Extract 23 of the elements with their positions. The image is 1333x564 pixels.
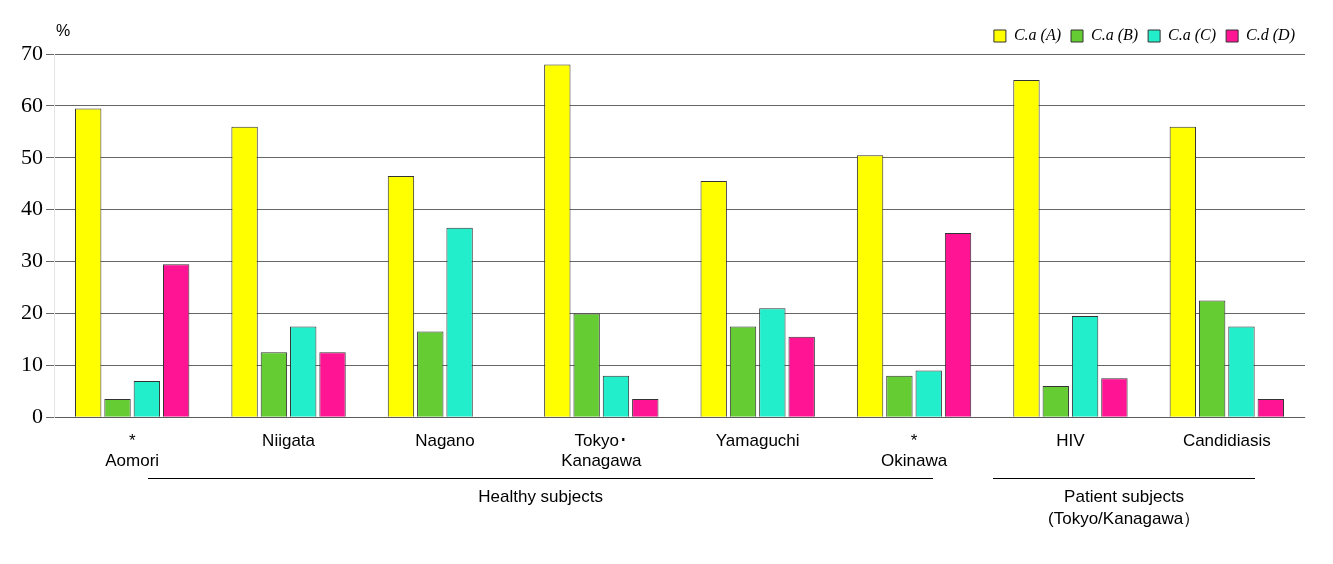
x-tick-label: * Okinawa xyxy=(880,431,948,471)
text: Patient subjects (Tokyo/Kanagawa） xyxy=(993,478,1255,530)
y-tick-label: 50 xyxy=(21,143,43,169)
x-tick-label: Nagano xyxy=(415,431,475,451)
text: Healthy subjects xyxy=(148,478,934,507)
x-tick-label: Niigata xyxy=(262,431,316,451)
legend-label: C.d (D) xyxy=(1246,26,1296,45)
y-tick-label: 60 xyxy=(21,91,43,117)
x-tick-label: Candidiasis xyxy=(1182,431,1271,451)
x-tick-label: Tokyo･ Kanagawa xyxy=(561,431,643,471)
y-tick-label: 0 xyxy=(32,402,43,428)
x-tick-label: * Aomori xyxy=(105,431,160,471)
legend-label: C.a (A) xyxy=(1013,26,1062,45)
y-axis-title: % xyxy=(56,22,71,40)
y-tick-label: 30 xyxy=(21,247,43,273)
y-tick-label: 20 xyxy=(21,299,43,325)
legend-label: C.a (C) xyxy=(1168,26,1217,45)
y-tick-label: 70 xyxy=(21,39,43,65)
x-tick-label: HIV xyxy=(1056,431,1086,451)
y-tick-label: 10 xyxy=(21,351,43,377)
legend-label: C.a (B) xyxy=(1091,26,1139,45)
y-tick-label: 40 xyxy=(21,195,43,221)
x-tick-label: Yamaguchi xyxy=(715,431,800,451)
